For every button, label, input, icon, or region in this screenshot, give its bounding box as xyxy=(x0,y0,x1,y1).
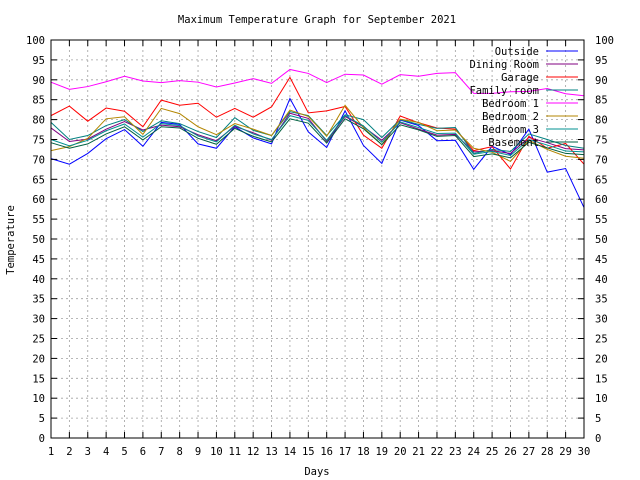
y-tick-label-left: 65 xyxy=(32,174,45,186)
x-tick-label: 1 xyxy=(48,446,54,458)
y-tick-label-right: 10 xyxy=(595,393,608,405)
y-tick-label-left: 25 xyxy=(32,334,45,346)
y-tick-label-left: 45 xyxy=(32,254,45,266)
x-tick-label: 25 xyxy=(486,446,499,458)
y-tick-label-left: 40 xyxy=(32,274,45,286)
x-tick-label: 15 xyxy=(302,446,315,458)
x-tick-label: 11 xyxy=(228,446,241,458)
y-tick-label-right: 30 xyxy=(595,314,608,326)
y-tick-label-right: 80 xyxy=(595,115,608,127)
y-axis-label: Temperature xyxy=(5,205,17,275)
y-tick-label-left: 15 xyxy=(32,373,45,385)
x-tick-label: 29 xyxy=(559,446,572,458)
x-tick-label: 6 xyxy=(140,446,146,458)
x-tick-label: 21 xyxy=(412,446,425,458)
y-tick-label-left: 70 xyxy=(32,154,45,166)
y-tick-label-right: 95 xyxy=(595,55,608,67)
x-tick-label: 19 xyxy=(375,446,388,458)
y-tick-label-right: 35 xyxy=(595,294,608,306)
y-tick-label-right: 85 xyxy=(595,95,608,107)
legend-label-bedroom-3: Bedroom 3 xyxy=(482,124,539,136)
y-tick-label-left: 0 xyxy=(39,433,45,445)
y-tick-label-right: 75 xyxy=(595,135,608,147)
y-tick-label-right: 55 xyxy=(595,214,608,226)
y-tick-label-right: 5 xyxy=(595,413,601,425)
y-tick-label-right: 65 xyxy=(595,174,608,186)
x-tick-label: 3 xyxy=(85,446,91,458)
series-line-bedroom-1 xyxy=(50,68,585,97)
y-tick-label-left: 50 xyxy=(32,234,45,246)
x-tick-label: 17 xyxy=(339,446,352,458)
y-tick-label-right: 100 xyxy=(595,35,614,47)
x-tick-label: 24 xyxy=(467,446,480,458)
y-tick-label-right: 40 xyxy=(595,274,608,286)
legend-label-basement: Basement xyxy=(488,137,539,149)
x-tick-label: 30 xyxy=(578,446,591,458)
x-tick-label: 4 xyxy=(103,446,109,458)
y-tick-label-left: 75 xyxy=(32,135,45,147)
axis-ticks xyxy=(50,39,585,439)
x-tick-label: 14 xyxy=(284,446,297,458)
y-tick-label-left: 90 xyxy=(32,75,45,87)
y-tick-label-left: 100 xyxy=(26,35,45,47)
x-tick-label: 12 xyxy=(247,446,260,458)
series-line-garage xyxy=(50,76,585,170)
series-lines xyxy=(50,68,585,208)
x-tick-label: 22 xyxy=(431,446,444,458)
y-tick-label-left: 30 xyxy=(32,314,45,326)
legend-label-family-room: Family room xyxy=(469,85,539,97)
series-line-bedroom-2 xyxy=(50,104,585,163)
series-line-family-room xyxy=(50,111,585,154)
x-tick-label: 23 xyxy=(449,446,462,458)
y-tick-label-right: 50 xyxy=(595,234,608,246)
y-tick-label-left: 20 xyxy=(32,353,45,365)
y-tick-label-left: 95 xyxy=(32,55,45,67)
y-tick-label-left: 60 xyxy=(32,194,45,206)
y-tick-label-left: 55 xyxy=(32,214,45,226)
x-tick-label: 9 xyxy=(195,446,201,458)
x-tick-label: 16 xyxy=(320,446,333,458)
y-tick-label-left: 85 xyxy=(32,95,45,107)
chart-title: Maximum Temperature Graph for September … xyxy=(178,14,456,26)
y-tick-label-right: 70 xyxy=(595,154,608,166)
y-tick-label-right: 25 xyxy=(595,334,608,346)
series-line-outside xyxy=(50,97,585,208)
x-tick-label: 28 xyxy=(541,446,554,458)
y-tick-label-left: 80 xyxy=(32,115,45,127)
x-tick-label: 7 xyxy=(158,446,164,458)
y-tick-label-left: 10 xyxy=(32,393,45,405)
x-axis-label: Days xyxy=(304,466,329,478)
x-tick-label: 26 xyxy=(504,446,517,458)
series-line-basement xyxy=(50,118,585,159)
x-tick-label: 5 xyxy=(121,446,127,458)
y-tick-label-right: 90 xyxy=(595,75,608,87)
x-tick-label: 18 xyxy=(357,446,370,458)
legend-label-garage: Garage xyxy=(501,72,539,84)
legend-label-bedroom-2: Bedroom 2 xyxy=(482,111,539,123)
x-tick-label: 27 xyxy=(523,446,536,458)
y-tick-label-left: 5 xyxy=(39,413,45,425)
legend-label-dining-room: Dining Room xyxy=(469,59,539,71)
x-tick-label: 8 xyxy=(176,446,182,458)
y-tick-label-right: 15 xyxy=(595,373,608,385)
y-tick-label-right: 0 xyxy=(595,433,601,445)
x-tick-label: 10 xyxy=(210,446,223,458)
y-tick-label-right: 45 xyxy=(595,254,608,266)
y-tick-label-right: 60 xyxy=(595,194,608,206)
y-tick-label-right: 20 xyxy=(595,353,608,365)
legend-label-outside: Outside xyxy=(495,46,539,58)
y-tick-label-left: 35 xyxy=(32,294,45,306)
x-tick-label: 2 xyxy=(66,446,72,458)
series-line-bedroom-3 xyxy=(50,114,585,156)
legend-label-bedroom-1: Bedroom 1 xyxy=(482,98,539,110)
x-tick-label: 20 xyxy=(394,446,407,458)
x-tick-label: 13 xyxy=(265,446,278,458)
